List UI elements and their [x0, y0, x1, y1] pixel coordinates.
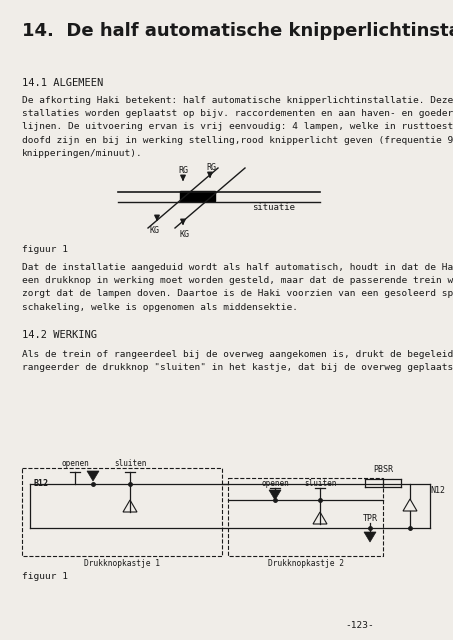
Text: openen: openen [61, 459, 89, 468]
Text: sluiten: sluiten [114, 459, 146, 468]
Text: RG: RG [178, 166, 188, 175]
Bar [22, 468, 222, 556]
Text: 14.2 WERKING: 14.2 WERKING [22, 330, 97, 340]
Text: TPR: TPR [362, 514, 377, 523]
Text: sluiten: sluiten [304, 479, 336, 488]
Text: Drukknopkastje 2: Drukknopkastje 2 [268, 559, 343, 568]
Polygon shape [269, 490, 281, 500]
Text: Dat de installatie aangeduid wordt als half automatisch, houdt in dat de Haki me: Dat de installatie aangeduid wordt als h… [22, 263, 453, 312]
Text: Drukknopkastje 1: Drukknopkastje 1 [84, 559, 160, 568]
Text: Als de trein of rangeerdeel bij de overweg aangekomen is, drukt de begeleidende
: Als de trein of rangeerdeel bij de overw… [22, 350, 453, 372]
Text: N12: N12 [430, 486, 445, 495]
Text: figuur 1: figuur 1 [22, 245, 68, 254]
Bar [179, 191, 215, 201]
Text: PBSR: PBSR [373, 465, 393, 474]
Text: 14.1 ALGEMEEN: 14.1 ALGEMEEN [22, 78, 103, 88]
Text: situatie: situatie [252, 204, 295, 212]
Text: figuur 1: figuur 1 [22, 572, 68, 581]
Text: KG: KG [180, 230, 190, 239]
Polygon shape [364, 532, 376, 542]
Text: De afkorting Haki betekent: half automatische knipperlichtinstallatie. Deze in-
: De afkorting Haki betekent: half automat… [22, 96, 453, 158]
Text: openen: openen [261, 479, 289, 488]
Bar [228, 478, 383, 556]
Polygon shape [87, 471, 99, 481]
Text: 14.  De half automatische knipperlichtinstallatie  (Haki): 14. De half automatische knipperlichtins… [22, 22, 453, 40]
Text: -123-: -123- [346, 621, 374, 630]
Text: RG: RG [206, 163, 216, 172]
Text: KG: KG [150, 226, 160, 235]
Text: B12: B12 [33, 479, 48, 488]
